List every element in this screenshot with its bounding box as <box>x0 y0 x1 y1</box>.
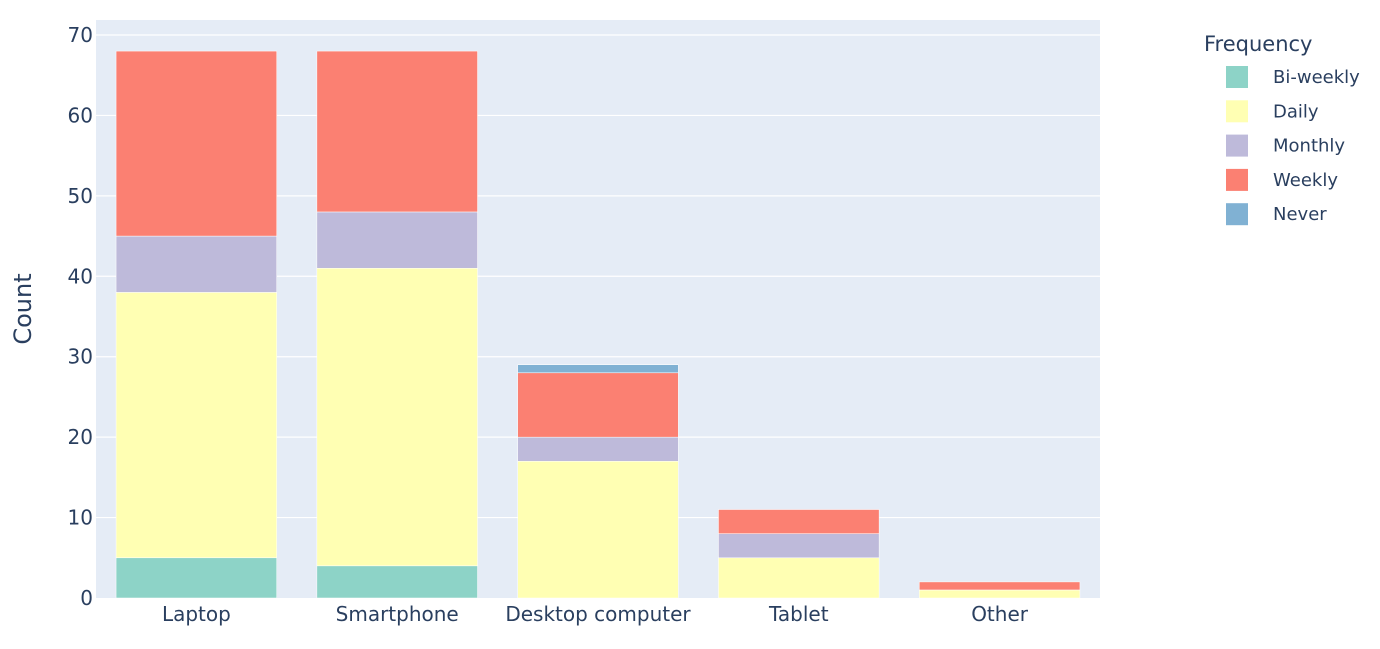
bar-segment <box>316 267 478 567</box>
bar-segment <box>316 211 478 269</box>
legend-title: Frequency <box>1204 32 1313 56</box>
bar-segment <box>316 565 478 599</box>
x-tick-label: Desktop computer <box>505 602 691 626</box>
y-tick-label: 30 <box>68 345 93 369</box>
x-tick-label: Smartphone <box>336 602 459 626</box>
legend-item-label: Monthly <box>1273 136 1345 157</box>
y-tick-label: 40 <box>68 264 93 288</box>
legend-swatch <box>1226 203 1248 226</box>
x-tick-label: Tablet <box>768 602 829 626</box>
x-tick-label: Laptop <box>162 602 231 626</box>
x-tick-labels: Laptop Smartphone Desktop computer Tablet Ot… <box>162 602 1029 626</box>
legend-item-label: Bi-weekly <box>1273 67 1360 88</box>
bar-segment <box>316 50 478 213</box>
bar-segment <box>115 50 277 237</box>
bar-segment <box>718 533 880 559</box>
legend-swatch <box>1226 168 1248 191</box>
bar-segment <box>517 436 679 462</box>
bar-segment <box>115 235 277 293</box>
y-tick-label: 60 <box>68 103 93 127</box>
y-tick-label: 10 <box>68 506 93 530</box>
y-tick-labels: 0 10 20 30 40 50 60 70 <box>68 23 93 610</box>
bar-segment <box>718 557 880 599</box>
bar-segment <box>919 581 1081 591</box>
y-tick-label: 20 <box>68 425 93 449</box>
bar-segment <box>718 509 880 534</box>
bar-segment <box>517 461 679 599</box>
bar-segment <box>115 557 277 599</box>
legend-item-label: Never <box>1273 204 1327 225</box>
y-axis-title: Count <box>9 273 37 344</box>
legend-swatch <box>1226 134 1248 157</box>
x-tick-label: Other <box>971 602 1029 626</box>
bar-segment <box>517 364 679 374</box>
legend-item-label: Daily <box>1273 101 1319 122</box>
legend-item-label: Weekly <box>1273 170 1338 191</box>
y-tick-label: 0 <box>80 586 93 610</box>
legend-swatch <box>1226 100 1248 123</box>
legend: Frequency Bi-weekly Daily Monthly Weekly Nev… <box>1204 32 1360 226</box>
bar-segment <box>517 372 679 438</box>
y-tick-label: 70 <box>68 23 93 47</box>
bars-layer <box>115 50 1081 599</box>
legend-swatch <box>1226 66 1248 88</box>
bar-segment <box>919 589 1081 599</box>
bar-segment <box>115 292 277 559</box>
y-tick-label: 50 <box>68 184 93 208</box>
